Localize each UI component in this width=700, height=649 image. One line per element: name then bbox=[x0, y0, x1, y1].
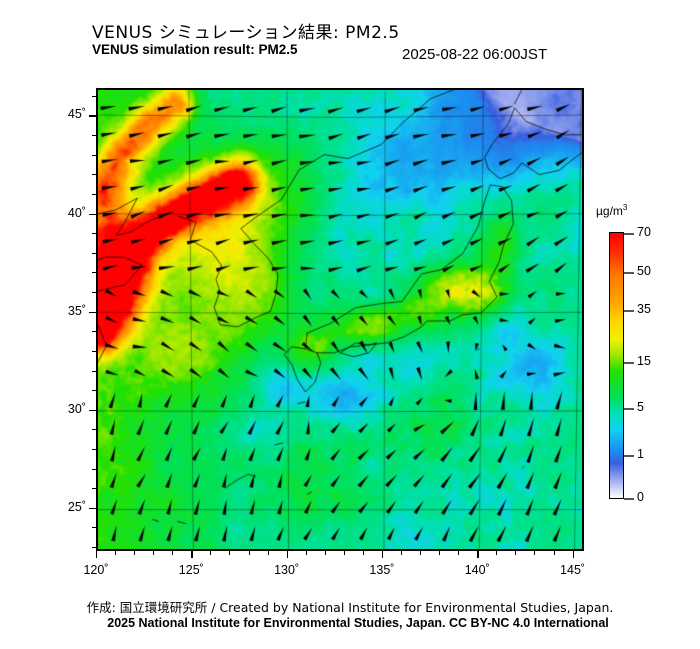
colorbar-tick-15 bbox=[624, 362, 634, 364]
timestamp-label: 2025-08-22 06:00JST bbox=[402, 46, 548, 63]
colorbar-tick-70 bbox=[624, 233, 634, 235]
latitude-minor-tick bbox=[92, 292, 96, 294]
longitude-minor-tick bbox=[343, 551, 345, 555]
longitude-minor-tick bbox=[172, 551, 174, 555]
latitude-minor-tick bbox=[92, 174, 96, 176]
latitude-major-tick-35 bbox=[89, 311, 96, 314]
colorbar-unit-text: µg/m bbox=[596, 204, 623, 218]
latitude-label-35: 35˚ bbox=[67, 303, 86, 318]
latitude-label-40: 40˚ bbox=[67, 205, 86, 220]
colorbar-tick-label-0: 0 bbox=[637, 490, 644, 504]
colorbar-unit-label: µg/m3 bbox=[596, 203, 627, 218]
latitude-minor-tick bbox=[92, 233, 96, 235]
latitude-minor-tick bbox=[92, 527, 96, 529]
colorbar-tick-35 bbox=[624, 310, 634, 312]
longitude-minor-tick bbox=[534, 551, 536, 555]
colorbar-unit-exponent: 3 bbox=[622, 203, 628, 212]
latitude-major-tick-30 bbox=[89, 409, 96, 412]
longitude-major-tick-130 bbox=[286, 551, 289, 558]
latitude-major-tick-25 bbox=[89, 507, 96, 510]
latitude-major-tick-40 bbox=[89, 213, 96, 215]
longitude-minor-tick bbox=[515, 551, 517, 555]
colorbar-tick-50 bbox=[624, 272, 634, 274]
longitude-minor-tick bbox=[153, 551, 155, 555]
longitude-minor-tick bbox=[420, 551, 422, 555]
longitude-minor-tick bbox=[305, 551, 307, 555]
colorbar-tick-label-5: 5 bbox=[637, 400, 644, 414]
longitude-minor-tick bbox=[553, 551, 555, 555]
longitude-major-tick-145 bbox=[572, 551, 574, 558]
latitude-minor-tick bbox=[92, 154, 96, 156]
latitude-major-tick-45 bbox=[89, 115, 96, 117]
latitude-minor-tick bbox=[92, 547, 96, 549]
latitude-label-25: 25˚ bbox=[67, 499, 86, 514]
latitude-minor-tick bbox=[92, 135, 96, 137]
latitude-minor-tick bbox=[92, 468, 96, 470]
latitude-minor-tick bbox=[92, 488, 96, 490]
latitude-minor-tick bbox=[92, 448, 96, 450]
colorbar-tick-label-15: 15 bbox=[637, 354, 651, 368]
latitude-minor-tick bbox=[92, 272, 96, 274]
wind-vector-overlay bbox=[98, 90, 582, 549]
longitude-minor-tick bbox=[324, 551, 326, 555]
longitude-label-125: 125˚ bbox=[178, 563, 204, 577]
longitude-minor-tick bbox=[458, 551, 460, 555]
map-plot-area[interactable] bbox=[96, 88, 584, 551]
colorbar-tick-label-70: 70 bbox=[637, 225, 651, 239]
longitude-label-135: 135˚ bbox=[369, 563, 395, 577]
latitude-minor-tick bbox=[92, 350, 96, 352]
colorbar-tick-label-1: 1 bbox=[637, 447, 644, 461]
footer-credit-line: 作成: 国立環境研究所 / Created by National Instit… bbox=[86, 600, 614, 615]
colorbar-tick-5 bbox=[624, 408, 634, 410]
longitude-minor-tick bbox=[362, 551, 364, 555]
latitude-minor-tick bbox=[92, 95, 96, 97]
colorbar-tick-0 bbox=[624, 498, 634, 500]
longitude-minor-tick bbox=[267, 551, 269, 555]
longitude-major-tick-125 bbox=[191, 551, 193, 558]
colorbar-tick-label-35: 35 bbox=[637, 302, 651, 316]
longitude-label-130: 130˚ bbox=[274, 563, 300, 577]
footer-license-text: 2025 National Institute for Environmenta… bbox=[107, 616, 609, 630]
longitude-minor-tick bbox=[401, 551, 402, 555]
latitude-minor-tick bbox=[92, 193, 96, 195]
longitude-major-tick-120 bbox=[96, 551, 98, 558]
longitude-minor-tick bbox=[115, 551, 117, 555]
page-title-japanese: VENUS シミュレーション結果: PM2.5 bbox=[92, 23, 400, 43]
footer-license-line: 2025 National Institute for Environmenta… bbox=[0, 616, 700, 630]
longitude-major-tick-135 bbox=[381, 551, 384, 558]
longitude-minor-tick bbox=[134, 551, 136, 555]
colorbar-tick-label-50: 50 bbox=[637, 264, 651, 278]
longitude-minor-tick bbox=[248, 551, 250, 555]
latitude-minor-tick bbox=[92, 331, 96, 333]
latitude-label-45: 45˚ bbox=[67, 107, 86, 122]
colorbar[interactable] bbox=[609, 232, 624, 499]
longitude-label-140: 140˚ bbox=[464, 563, 490, 577]
latitude-minor-tick bbox=[92, 390, 96, 392]
longitude-minor-tick bbox=[210, 551, 212, 555]
longitude-minor-tick bbox=[229, 551, 231, 555]
latitude-label-30: 30˚ bbox=[67, 401, 86, 416]
longitude-label-145: 145˚ bbox=[560, 563, 586, 577]
latitude-minor-tick bbox=[92, 429, 96, 431]
colorbar-gradient bbox=[610, 233, 623, 498]
longitude-minor-tick bbox=[439, 551, 441, 555]
latitude-minor-tick bbox=[92, 252, 96, 254]
colorbar-tick-1 bbox=[624, 455, 634, 457]
longitude-minor-tick bbox=[496, 551, 498, 555]
longitude-label-120: 120˚ bbox=[83, 563, 109, 577]
page-title-english: VENUS simulation result: PM2.5 bbox=[92, 42, 298, 57]
longitude-major-tick-140 bbox=[477, 551, 479, 558]
latitude-minor-tick bbox=[92, 370, 96, 372]
